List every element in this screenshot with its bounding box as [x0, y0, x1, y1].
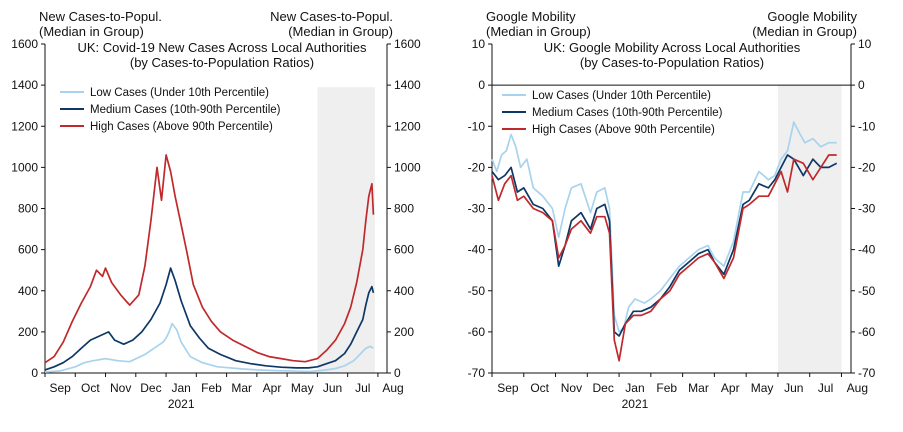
- mobility-ytick-label-left: -30: [468, 202, 486, 216]
- mobility-xtick-label: Mar: [688, 381, 709, 395]
- cases-ytick-label-right: 400: [394, 284, 414, 298]
- mobility-xtick-label: Dec: [593, 381, 614, 395]
- mobility-legend-label-2: High Cases (Above 90th Percentile): [532, 124, 715, 136]
- mobility-ytick-label-left: -60: [468, 325, 486, 339]
- mobility-ytick-label-right: -10: [858, 119, 876, 133]
- cases-ytick-label-right: 0: [394, 366, 401, 380]
- mobility-right-label-line1: Google Mobility: [767, 9, 857, 24]
- cases-xtick-label: Nov: [110, 381, 131, 395]
- mobility-xtick-label: Jul: [818, 381, 833, 395]
- cases-xtick-label: Oct: [81, 381, 100, 395]
- cases-ytick-label-right: 800: [394, 202, 414, 216]
- cases-xtick-label: Feb: [201, 381, 222, 395]
- cases-xtick-label: Sep: [49, 381, 71, 395]
- mobility-ytick-label-right: -20: [858, 160, 876, 174]
- cases-xtick-label: Jan: [172, 381, 191, 395]
- cases-xtick-label: May: [291, 381, 314, 395]
- mobility-ytick-label-right: -50: [858, 284, 876, 298]
- mobility-ytick-label-right: 0: [858, 78, 865, 92]
- cases-ytick-label-left: 0: [31, 366, 38, 380]
- cases-legend-label-2: High Cases (Above 90th Percentile): [90, 121, 273, 133]
- mobility-ytick-label-right: -60: [858, 325, 876, 339]
- cases-panel: 0 0 200 200 400 400 600 600 800 800 1000 1000 1200 12…: [11, 9, 421, 411]
- mobility-ytick-label-left: 0: [478, 78, 485, 92]
- cases-xtick-label: Apr: [263, 381, 282, 395]
- mobility-series-line-1: [491, 154, 838, 337]
- mobility-xtick-label: Apr: [721, 381, 740, 395]
- cases-legend-label-0: Low Cases (Under 10th Percentile): [90, 87, 269, 99]
- cases-ytick-label-left: 1200: [11, 119, 38, 133]
- mobility-left-label-line2: (Median in Group): [486, 24, 591, 39]
- cases-right-label-line1: New Cases-to-Popul.: [270, 9, 393, 24]
- mobility-ytick-label-right: -30: [858, 202, 876, 216]
- mobility-ytick-label-left: 10: [472, 37, 486, 51]
- mobility-xtick-label: May: [751, 381, 774, 395]
- mobility-ytick-label-left: -50: [468, 284, 486, 298]
- cases-shaded-region: [317, 87, 375, 374]
- mobility-ytick-label-right: -40: [858, 243, 876, 257]
- cases-ytick-label-left: 1600: [11, 37, 38, 51]
- cases-ytick-label-left: 600: [18, 243, 38, 257]
- mobility-chart-subtitle: (by Cases-to-Population Ratios): [580, 55, 764, 70]
- cases-ytick-label-right: 600: [394, 243, 414, 257]
- cases-ytick-label-right: 200: [394, 325, 414, 339]
- cases-xtick-label: Dec: [140, 381, 161, 395]
- mobility-xtick-label: Oct: [530, 381, 549, 395]
- mobility-ytick-label-right: -70: [858, 366, 876, 380]
- mobility-xtick-label: Nov: [561, 381, 582, 395]
- cases-legend-label-1: Medium Cases (10th-90th Percentile): [90, 104, 281, 116]
- mobility-left-label-line1: Google Mobility: [486, 9, 576, 24]
- mobility-xtick-label: Jan: [625, 381, 644, 395]
- mobility-right-label-line2: (Median in Group): [752, 24, 857, 39]
- cases-chart-subtitle: (by Cases-to-Population Ratios): [130, 55, 314, 70]
- cases-xtick-label: Mar: [231, 381, 252, 395]
- mobility-xtick-label: Aug: [847, 381, 868, 395]
- cases-xtick-label: Jun: [323, 381, 342, 395]
- cases-ytick-label-right: 1200: [394, 119, 421, 133]
- mobility-series-line-2: [491, 154, 837, 362]
- cases-xtick-label: Jul: [355, 381, 370, 395]
- mobility-ytick-label-left: -40: [468, 243, 486, 257]
- mobility-xtick-label: Jun: [784, 381, 803, 395]
- mobility-ytick-label-left: -10: [468, 119, 486, 133]
- mobility-ytick-label-left: -20: [468, 160, 486, 174]
- cases-chart-title: UK: Covid-19 New Cases Across Local Auth…: [77, 40, 367, 55]
- mobility-year-label: 2021: [622, 397, 649, 411]
- cases-ytick-label-left: 1400: [11, 78, 38, 92]
- cases-ytick-label-right: 1600: [394, 37, 421, 51]
- mobility-shaded-region: [777, 85, 842, 373]
- mobility-chart-title: UK: Google Mobility Across Local Authori…: [544, 40, 801, 55]
- mobility-xtick-label: Feb: [656, 381, 677, 395]
- cases-left-label-line1: New Cases-to-Popul.: [39, 9, 162, 24]
- cases-series-line-2: [44, 154, 375, 364]
- mobility-legend-label-1: Medium Cases (10th-90th Percentile): [532, 107, 723, 119]
- cases-right-label-line2: (Median in Group): [288, 24, 393, 39]
- mobility-legend-label-0: Low Cases (Under 10th Percentile): [532, 90, 711, 102]
- cases-ytick-label-right: 1400: [394, 78, 421, 92]
- cases-ytick-label-left: 400: [18, 284, 38, 298]
- cases-ytick-label-left: 200: [18, 325, 38, 339]
- mobility-panel: -70 -70 -60 -60 -50 -50 -40 -40 -30 -30 -20 -20 -10 -…: [468, 9, 876, 411]
- cases-ytick-label-right: 1000: [394, 160, 421, 174]
- cases-year-label: 2021: [168, 397, 195, 411]
- mobility-series-line-0: [491, 121, 837, 333]
- mobility-ytick-label-left: -70: [468, 366, 486, 380]
- mobility-xtick-label: Sep: [497, 381, 519, 395]
- cases-series-line-0: [44, 322, 374, 373]
- cases-series-line-1: [44, 267, 375, 371]
- mobility-ytick-label-right: 10: [858, 37, 872, 51]
- cases-ytick-label-left: 1000: [11, 160, 38, 174]
- cases-left-label-line2: (Median in Group): [39, 24, 144, 39]
- cases-xtick-label: Aug: [382, 381, 403, 395]
- cases-ytick-label-left: 800: [18, 202, 38, 216]
